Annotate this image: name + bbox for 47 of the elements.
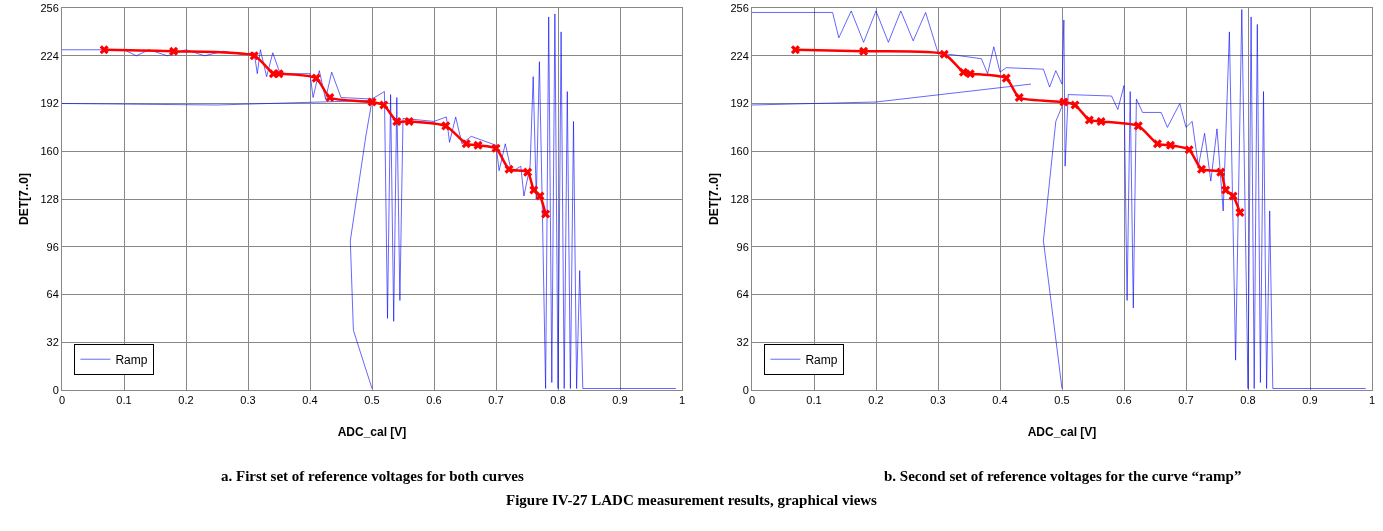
- y-tick-label: 256: [40, 1, 59, 14]
- x-tick-label: 0.8: [1240, 394, 1256, 407]
- x-tick-label: 0.7: [1178, 394, 1194, 407]
- x-axis-title: ADC_cal [V]: [337, 425, 407, 439]
- y-tick-label: 0: [52, 383, 59, 396]
- x-tick-label: 0.1: [116, 394, 132, 407]
- text: b. Second set of reference voltages for the curve “ramp”: [884, 468, 1242, 484]
- x-tick-label: 1: [1368, 394, 1376, 407]
- x-tick-label: 0.2: [178, 394, 194, 407]
- text: a. First set of reference voltages for both curves: [221, 468, 524, 484]
- x-tick-label: 0.9: [612, 394, 628, 407]
- y-axis-title: DET[7..0]: [707, 172, 721, 226]
- y-tick-label: 64: [736, 288, 749, 301]
- x-tick-label: 0.3: [240, 394, 256, 407]
- x-tick-label: 1: [678, 394, 686, 407]
- y-tick-label: 128: [40, 192, 59, 205]
- legend-label: Ramp: [115, 352, 148, 367]
- y-tick-label: 224: [40, 49, 59, 62]
- y-tick-label: 128: [730, 192, 749, 205]
- y-tick-label: 160: [730, 145, 749, 158]
- y-tick-label: 96: [736, 240, 749, 253]
- y-tick-label: 0: [742, 383, 749, 396]
- y-tick-label: 256: [730, 1, 749, 14]
- x-tick-label: 0.5: [364, 394, 380, 407]
- legend-label: Ramp: [805, 352, 838, 367]
- y-tick-label: 32: [736, 336, 749, 349]
- x-tick-label: 0.6: [1116, 394, 1132, 407]
- x-tick-label: 0.2: [868, 394, 884, 407]
- y-tick-label: 64: [46, 288, 59, 301]
- x-axis-title: ADC_cal [V]: [1027, 425, 1097, 439]
- x-tick-label: 0.6: [426, 394, 442, 407]
- x-tick-label: 0.4: [302, 394, 318, 407]
- y-tick-label: 224: [730, 49, 749, 62]
- y-tick-label: 96: [46, 240, 59, 253]
- y-tick-label: 192: [730, 97, 749, 110]
- y-axis-title: DET[7..0]: [17, 172, 31, 226]
- y-tick-label: 160: [40, 145, 59, 158]
- y-tick-label: 192: [40, 97, 59, 110]
- x-tick-label: 0.9: [1302, 394, 1318, 407]
- y-tick-label: 32: [46, 336, 59, 349]
- x-tick-label: 0.7: [488, 394, 504, 407]
- x-tick-label: 0.5: [1054, 394, 1070, 407]
- x-tick-label: 0.3: [930, 394, 946, 407]
- x-tick-label: 0.1: [806, 394, 822, 407]
- x-tick-label: 0.4: [992, 394, 1008, 407]
- text: Figure IV-27 LADC measurement results, graphical views: [505, 492, 878, 509]
- x-tick-label: 0.8: [550, 394, 566, 407]
